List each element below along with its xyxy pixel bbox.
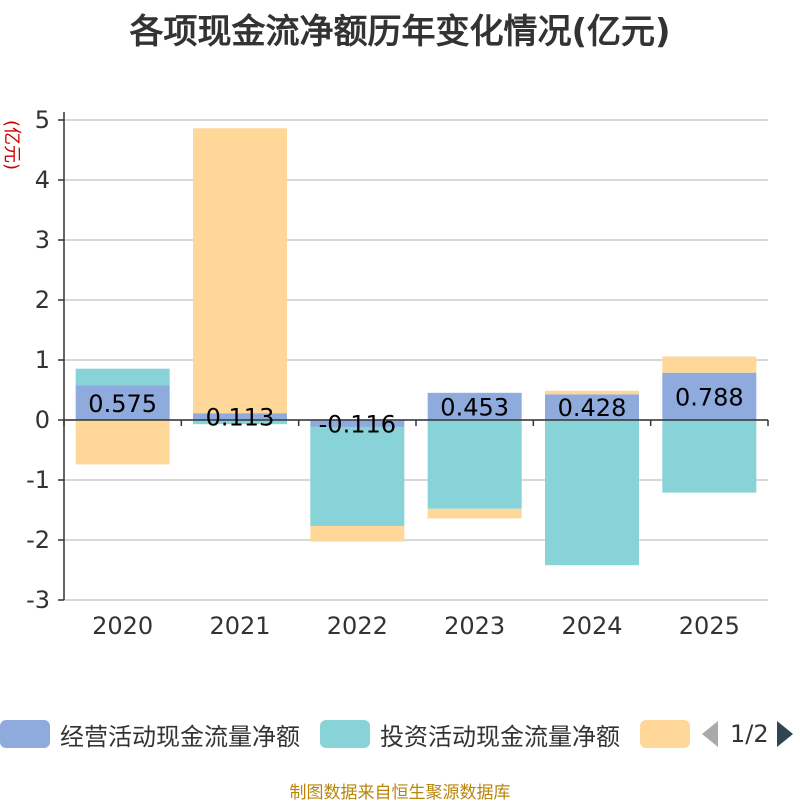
bar-financing: [427, 508, 522, 519]
legend-item-investing[interactable]: 投资活动现金流量净额: [320, 714, 620, 754]
data-label: 0.113: [206, 404, 275, 432]
legend-item-operating[interactable]: 经营活动现金流量净额: [0, 714, 300, 754]
bar-financing: [662, 356, 757, 373]
bar-financing: [193, 128, 287, 414]
bar-operating: [310, 420, 405, 427]
pager-prev-icon[interactable]: [700, 719, 720, 749]
bar-investing: [75, 368, 170, 386]
bar-financing: [310, 525, 405, 542]
data-label: 0.575: [88, 390, 157, 418]
y-tick-label: 2: [35, 286, 50, 314]
legend-swatch-financing: [640, 720, 690, 748]
chart-title: 各项现金流净额历年变化情况(亿元): [129, 12, 671, 52]
bar-operating: [545, 394, 639, 420]
legend-pager: 1/2: [700, 714, 795, 754]
data-label: 0.453: [440, 393, 509, 421]
y-tick-label: -1: [26, 466, 50, 494]
bar-financing: [75, 420, 170, 465]
y-tick-label: 0: [35, 406, 50, 434]
data-label: 0.428: [558, 394, 627, 422]
y-tick-label: -2: [26, 526, 50, 554]
legend-label-operating: 经营活动现金流量净额: [60, 722, 300, 751]
chart-canvas: -3 -2 -1 0 1 2 3 4 5 (亿元) 2020 2021 2022 2023 2024 2025…: [1, 106, 769, 640]
legend-item-financing[interactable]: [640, 714, 690, 754]
bar-financing: [545, 390, 639, 395]
pager-label: 1/2: [730, 720, 769, 748]
bar-investing: [193, 420, 287, 425]
x-tick-label: 2023: [444, 612, 505, 640]
bar-operating: [193, 413, 287, 420]
bar-operating: [662, 372, 757, 420]
bar-investing: [662, 420, 757, 493]
y-tick-label: -3: [26, 586, 50, 614]
bar-operating: [427, 392, 522, 420]
y-tick-label: 1: [35, 346, 50, 374]
legend-swatch-operating: [0, 720, 50, 748]
bar-investing: [427, 420, 522, 509]
legend: 经营活动现金流量净额 投资活动现金流量净额 1/2: [0, 714, 800, 754]
bar-operating: [75, 385, 170, 420]
x-tick-label: 2025: [679, 612, 740, 640]
data-label: 0.788: [675, 383, 744, 411]
bar-investing: [545, 420, 639, 566]
legend-swatch-investing: [320, 720, 370, 748]
y-tick-label: 4: [35, 166, 50, 194]
x-tick-label: 2020: [92, 612, 153, 640]
x-tick-label: 2022: [327, 612, 388, 640]
x-tick-label: 2021: [209, 612, 270, 640]
bar-investing: [310, 426, 405, 526]
x-tick-label: 2024: [561, 612, 622, 640]
source-note: 制图数据来自恒生聚源数据库: [289, 783, 511, 803]
pager-next-icon[interactable]: [775, 719, 795, 749]
y-tick-label: 5: [35, 106, 50, 134]
data-label: -0.116: [319, 410, 396, 438]
legend-label-investing: 投资活动现金流量净额: [380, 722, 620, 751]
y-axis-label: (亿元): [1, 120, 22, 170]
y-tick-label: 3: [35, 226, 50, 254]
